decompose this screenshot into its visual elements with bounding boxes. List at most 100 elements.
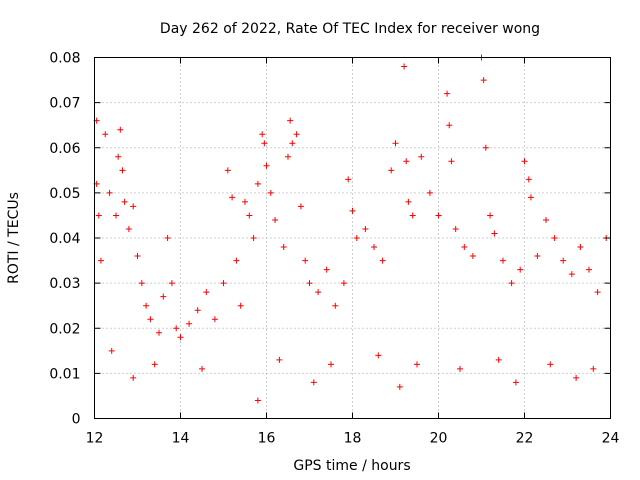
data-point [272,216,279,223]
data-point [147,316,154,323]
data-point [435,212,442,219]
y-tick-label: 0.02 [49,321,80,337]
data-point [418,153,425,160]
data-point [302,257,309,264]
data-point [143,302,150,309]
y-tick-label: 0.03 [49,276,80,292]
data-point [573,374,580,381]
y-tick-label: 0.06 [49,141,80,157]
data-point [95,212,102,219]
data-point [482,144,489,151]
data-point [177,334,184,341]
x-tick-label: 16 [258,431,276,447]
data-point [134,253,141,260]
data-point [306,280,313,287]
data-point [186,320,193,327]
axis-ticks: 12 14 16 18 20 22 24 0 0.01 0.02 0.03 0.04 0.05 0.06 0… [49,51,619,447]
y-tick-label: 0.04 [49,231,80,247]
data-point [525,176,532,183]
data-point [392,140,399,147]
data-point [323,266,330,273]
data-point [267,189,274,196]
data-point [480,77,487,84]
data-point [220,280,227,287]
data-point [551,235,558,241]
data-point [261,140,268,147]
data-point [285,153,291,160]
chart-title: Day 262 of 2022, Rate Of TEC Index for r… [160,21,540,37]
data-point [444,90,451,97]
data-point [560,257,567,264]
data-point [426,189,433,196]
x-tick-label: 18 [344,431,362,447]
y-tick-label: 0.07 [49,96,80,112]
data-point [353,235,360,241]
data-point [349,207,356,214]
data-point [287,117,294,124]
data-point [224,167,231,174]
data-point [130,374,137,381]
x-tick-label: 20 [430,431,448,447]
data-point [119,167,126,174]
data-point [362,225,369,232]
y-tick-label: 0.08 [49,51,80,67]
data-point [108,347,115,354]
data-point [263,162,270,169]
data-point [457,365,463,372]
data-point [375,352,382,359]
data-point [117,126,124,133]
data-point [594,289,601,296]
data-point [521,158,528,165]
data-point [229,194,236,201]
data-point [491,230,498,237]
data-point [452,225,459,232]
data-point [199,365,205,372]
data-point [138,280,145,287]
data-point [160,293,167,300]
data-point [512,379,519,386]
data-point [315,289,322,296]
data-point [276,356,283,363]
data-point [371,244,377,251]
data-point [577,244,584,251]
data-point [469,253,476,260]
data-point [151,361,158,368]
data-point [242,198,248,205]
data-point [500,257,506,264]
data-point [586,266,592,273]
gridlines [94,57,611,419]
data-point [97,257,104,264]
data-point [113,212,119,219]
data-point [211,316,218,323]
data-point [534,253,541,260]
data-point [173,325,180,332]
data-point [590,365,597,372]
data-point [345,176,352,183]
data-point [403,158,410,165]
data-point [194,307,201,314]
data-point [446,122,453,129]
data-point [237,302,244,309]
data-point [121,198,128,205]
data-point [164,235,171,241]
y-tick-label: 0.05 [49,186,80,202]
x-tick-label: 12 [86,431,104,447]
data-point [168,280,175,287]
data-point [293,131,300,138]
data-point [379,257,386,264]
data-point [115,153,122,160]
data-point [461,244,468,251]
x-axis-label: GPS time / hours [293,458,410,474]
data-point [106,189,113,196]
data-point [102,131,109,138]
data-point [508,280,515,287]
data-point [405,198,412,205]
data-point [246,212,253,219]
data-point [495,356,502,363]
data-point [448,158,455,165]
data-point [250,235,257,241]
x-tick-label: 24 [602,431,620,447]
data-point [297,203,304,210]
data-point [156,329,162,336]
